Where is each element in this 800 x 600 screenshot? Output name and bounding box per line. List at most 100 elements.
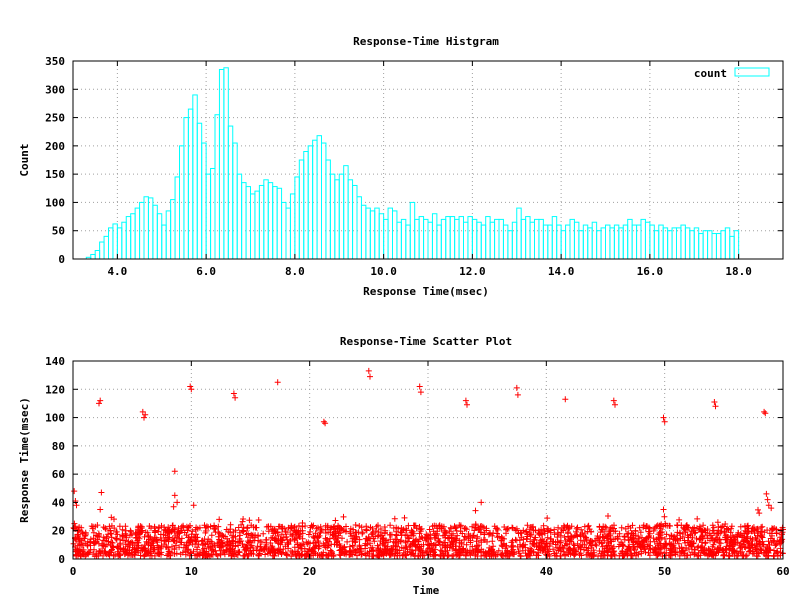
scatter-point [318, 527, 325, 534]
histogram-bar [187, 108, 194, 260]
histogram-bar [321, 142, 327, 260]
histogram-bar [352, 184, 358, 260]
scatter-point [472, 507, 479, 514]
scatter-point [185, 546, 192, 553]
histogram-legend: count [694, 67, 770, 80]
scatter-point [734, 552, 741, 559]
histogram-bar [494, 218, 500, 260]
scatter-point [294, 540, 301, 546]
scatter-point [324, 524, 331, 531]
histogram-bar [294, 176, 300, 260]
histogram-bar [436, 224, 442, 260]
scatter-point [611, 548, 618, 555]
histogram-title: Response-Time Histgram [353, 35, 499, 48]
scatter-point [754, 553, 761, 560]
scatter-point [394, 536, 401, 543]
histogram-bar [147, 197, 154, 260]
scatter-point [469, 523, 476, 530]
scatter-point [504, 526, 511, 532]
legend-label-count: count [694, 67, 727, 80]
histogram-bar [325, 159, 331, 260]
scatter-point [610, 528, 617, 535]
scatter-point [479, 523, 486, 530]
scatter-point [208, 532, 215, 539]
histogram-y-ticks: 0 50 100 150 200 250 300 350 [45, 55, 783, 266]
scatter-point [647, 546, 654, 553]
scatter-point [570, 541, 577, 548]
scatter-point [119, 533, 126, 540]
scatter-point [604, 533, 611, 540]
scatter-point [579, 541, 586, 548]
scatter-point [625, 537, 632, 544]
scatter-point [91, 546, 97, 553]
histogram-y-label: Count [18, 143, 31, 176]
scatter-point [190, 502, 197, 509]
scatter-point [185, 524, 192, 531]
histogram-bar [565, 224, 571, 260]
scatter-point [365, 367, 372, 374]
scatter-point [542, 545, 549, 552]
scatter-point [291, 524, 298, 531]
scatter-point [524, 553, 531, 559]
scatter-point [660, 506, 667, 513]
scatter-point [739, 534, 745, 540]
scatter-point [474, 542, 480, 549]
scatter-chart: Response-Time Scatter Plot 0204060801001… [18, 335, 790, 597]
scatter-point [224, 539, 231, 546]
scatter-point [530, 523, 537, 530]
scatter-point [520, 541, 527, 548]
histogram-y-tick-label: 350 [45, 55, 65, 68]
histogram-bar [400, 218, 407, 260]
scatter-point [90, 529, 97, 536]
histogram-bar [272, 186, 278, 260]
scatter-point [174, 534, 180, 541]
scatter-point [567, 547, 574, 554]
histogram-bar [112, 223, 118, 260]
scatter-point [210, 543, 216, 550]
scatter-point [176, 544, 183, 551]
scatter-point [675, 540, 682, 547]
scatter-point [754, 536, 760, 542]
scatter-point [84, 541, 91, 548]
scatter-point [86, 538, 93, 545]
scatter-point [112, 535, 119, 542]
scatter-point [208, 538, 215, 545]
scatter-point [540, 522, 547, 529]
scatter-point [744, 538, 751, 545]
scatter-point [331, 523, 338, 530]
scatter-point [322, 530, 329, 536]
histogram-bar [116, 227, 123, 260]
histogram-x-tick-label: 12.0 [459, 265, 486, 278]
histogram-bar [365, 207, 371, 260]
scatter-y-tick-label: 60 [52, 468, 65, 481]
histogram-bar [560, 230, 567, 260]
histogram-y-tick-label: 200 [45, 140, 65, 153]
scatter-point [225, 551, 232, 558]
scatter-point [429, 523, 436, 530]
histogram-bar [507, 230, 513, 260]
scatter-point [531, 536, 538, 543]
scatter-point [340, 513, 347, 520]
histogram-bar [542, 224, 549, 260]
scatter-point [483, 525, 490, 532]
scatter-point [481, 531, 488, 538]
scatter-point [527, 533, 534, 539]
scatter-point [337, 546, 344, 553]
scatter-point [244, 524, 251, 531]
scatter-point [687, 541, 694, 548]
scatter-point [654, 522, 661, 529]
scatter-point [623, 548, 630, 555]
scatter-point [737, 545, 744, 552]
scatter-point [474, 535, 480, 542]
scatter-point [452, 543, 459, 550]
scatter-point [541, 544, 548, 551]
scatter-point [212, 526, 219, 533]
scatter-point [693, 535, 700, 542]
scatter-point [512, 536, 519, 543]
scatter-point [105, 538, 112, 545]
scatter-point [158, 549, 165, 556]
scatter-point [359, 530, 366, 537]
scatter-point [518, 534, 525, 541]
scatter-point [711, 539, 718, 545]
scatter-point [377, 526, 384, 532]
